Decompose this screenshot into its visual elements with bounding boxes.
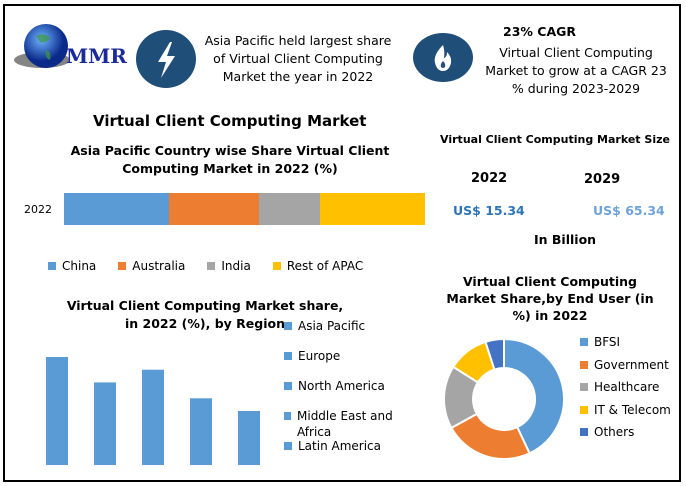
stacked-bar (64, 193, 425, 225)
legend-item-government: Government (580, 354, 671, 377)
legend-item-it-telecom: IT & Telecom (580, 399, 671, 422)
region-legend: Asia Pacific Europe North America Middle Ea… (284, 318, 414, 468)
bar-europe (94, 382, 116, 465)
legend-item-others: Others (580, 421, 671, 444)
slice-others (484, 337, 505, 371)
legend-item-india: India (207, 259, 251, 273)
lightning-icon (136, 30, 196, 88)
year-2029: 2029 (584, 172, 621, 187)
stacked-chart-title: Asia Pacific Country wise Share Virtual … (70, 143, 390, 176)
legend-item-asia-pacific: Asia Pacific (284, 318, 414, 348)
legend-label: India (221, 259, 251, 273)
legend-swatch (284, 352, 292, 360)
legend-swatch (284, 382, 292, 390)
legend-swatch (284, 412, 291, 420)
stack-segment-australia (168, 193, 259, 225)
legend-label: Europe (298, 349, 341, 363)
main-title: Virtual Client Computing Market (93, 112, 367, 130)
stack-segment-india (258, 193, 321, 225)
legend-item-europe: Europe (284, 348, 414, 378)
highlight-text: Asia Pacific held largest share of Virtu… (204, 33, 392, 84)
value-2029: US$ 65.34 (593, 203, 665, 218)
legend-label: Government (594, 357, 669, 372)
stacked-legend: China Australia India Rest of APAC (48, 259, 363, 273)
legend-label: IT & Telecom (594, 402, 671, 417)
bar-north-america (142, 369, 164, 465)
legend-swatch (580, 338, 588, 347)
logo-text: MMR (66, 44, 127, 68)
legend-swatch (48, 262, 56, 270)
cagr-title: 23% CAGR (503, 24, 577, 39)
donut-chart (443, 337, 565, 460)
value-2022: US$ 15.34 (453, 203, 525, 218)
globe-icon (14, 24, 70, 68)
legend-item-australia: Australia (118, 259, 185, 273)
legend-label: Middle East and Africa (297, 409, 393, 439)
year-2022: 2022 (471, 171, 508, 186)
cagr-text: Virtual Client Computing Market to grow … (485, 45, 667, 96)
legend-item-rest-of-apac: Rest of APAC (272, 259, 364, 273)
region-bar-chart (46, 357, 260, 465)
infographic-frame (3, 4, 681, 482)
legend-item-latin-america: Latin America (284, 438, 414, 468)
legend-label: China (62, 259, 97, 273)
legend-swatch (580, 428, 588, 437)
stack-segment-rest-of-apac (320, 193, 425, 225)
legend-swatch (580, 383, 588, 392)
donut-chart-title: Virtual Client Computing Market Share,by… (446, 274, 654, 323)
bar-latin-america (238, 411, 260, 465)
legend-swatch (580, 360, 588, 369)
slice-bfsi (503, 337, 565, 455)
logo: MMR (12, 18, 132, 78)
stack-segment-china (64, 193, 169, 225)
legend-label: BFSI (594, 335, 621, 350)
flame-icon (413, 33, 473, 82)
legend-label: Rest of APAC (286, 259, 364, 273)
legend-item-north-america: North America (284, 378, 414, 408)
bar-asia-pacific (46, 357, 68, 465)
bar-middle-east-and-africa (190, 398, 212, 465)
legend-swatch (580, 405, 588, 414)
legend-swatch (284, 442, 292, 450)
legend-label: Healthcare (594, 380, 660, 395)
legend-swatch (284, 322, 292, 330)
stacked-category-label: 2022 (24, 203, 52, 216)
legend-item-bfsi: BFSI (580, 331, 671, 354)
market-size-title: Virtual Client Computing Market Size (440, 133, 670, 146)
legend-swatch (207, 262, 216, 270)
legend-swatch (118, 262, 127, 270)
legend-item-china: China (48, 259, 96, 273)
legend-label: North America (298, 379, 385, 393)
unit-label: In Billion (534, 232, 597, 247)
legend-item-healthcare: Healthcare (580, 376, 671, 399)
legend-item-middle-east-and-africa: Middle East and Africa (284, 408, 414, 439)
donut-legend: BFSI Government Healthcare IT & Telecom Othe… (580, 331, 671, 444)
legend-swatch (272, 262, 281, 270)
legend-label: Latin America (298, 439, 381, 453)
legend-label: Others (594, 425, 635, 440)
legend-label: Australia (132, 259, 186, 273)
region-chart-title: Virtual Client Computing Market share, i… (66, 298, 344, 331)
legend-label: Asia Pacific (298, 319, 366, 333)
